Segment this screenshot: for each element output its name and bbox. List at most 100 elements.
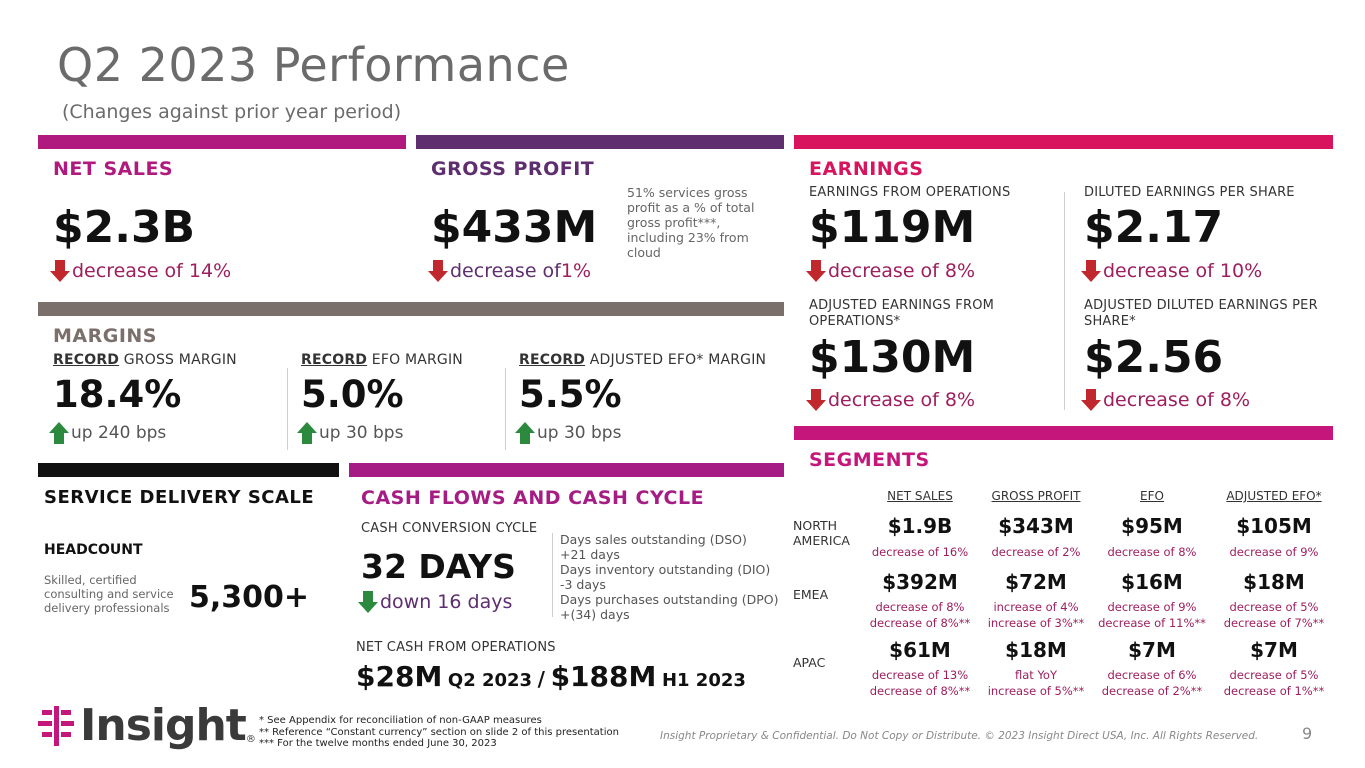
margin-divider-1 [287, 368, 288, 450]
seg-change: flat YoY increase of 5%** [974, 667, 1098, 699]
gross-profit-heading: GROSS PROFIT [431, 158, 595, 180]
seg-col-efo: EFO [1140, 489, 1164, 503]
net-sales-heading: NET SALES [53, 158, 174, 180]
adj-eps-change-text: decrease of 8% [1103, 389, 1251, 411]
service-heading: SERVICE DELIVERY SCALE [44, 487, 315, 508]
ncfo-h1-value: $188M [550, 660, 657, 693]
adj-eps-change: decrease of 8% [1081, 389, 1250, 411]
gross-profit-change-pct: 1% [560, 260, 592, 282]
gross-profit-change-text: decrease of [450, 260, 561, 282]
efo-label: EARNINGS FROM OPERATIONS [809, 185, 1011, 200]
efo-change: decrease of 8% [806, 260, 975, 282]
seg-value: $392M [882, 570, 958, 594]
headcount-value: 5,300+ [189, 580, 310, 615]
dpo-label: Days purchases outstanding (DPO) [560, 592, 779, 607]
up-arrow-icon [515, 422, 535, 444]
earnings-bar [794, 135, 1333, 149]
dso-value: +21 days [560, 547, 620, 562]
insight-logo-mark-icon [38, 705, 74, 746]
seg-change: decrease of 9% decrease of 11%** [1090, 599, 1214, 631]
margin-divider-2 [505, 368, 506, 450]
ncfo-q2-label: Q2 2023 [447, 670, 533, 691]
efo-margin-value: 5.0% [301, 373, 404, 416]
gross-margin-label: RECORD GROSS MARGIN [53, 352, 237, 368]
gross-profit-change: decrease of 1% [428, 260, 591, 282]
adj-efo-margin-change-text: up 30 bps [537, 423, 622, 443]
seg-region-apac: APAC [793, 655, 826, 670]
cash-bar [349, 463, 784, 477]
seg-change-cc: decrease of 1%** [1223, 684, 1325, 698]
margins-heading: MARGINS [53, 325, 157, 347]
seg-change-cc: decrease of 2%** [1101, 684, 1203, 698]
seg-region-emea: EMEA [793, 587, 829, 602]
efo-value: $119M [809, 202, 976, 253]
net-sales-change: decrease of 14% [50, 260, 231, 282]
footnote: *** For the twelve months ended June 30,… [259, 738, 497, 749]
ccc-change-text: down 16 days [380, 591, 513, 613]
seg-change: decrease of 2% [991, 545, 1081, 559]
seg-change: decrease of 8% decrease of 8%** [858, 599, 982, 631]
down-arrow-icon [1081, 260, 1101, 282]
insight-logo-text: Insight [80, 700, 247, 751]
seg-col-adj-efo: ADJUSTED EFO* [1226, 489, 1322, 503]
adj-efo-margin-label-text: ADJUSTED EFO* MARGIN [585, 352, 767, 368]
page-subtitle: (Changes against prior year period) [62, 101, 402, 123]
page-title: Q2 2023 Performance [57, 38, 570, 92]
seg-change-line: flat YoY [1014, 668, 1057, 682]
dpo-value: +(34) days [560, 607, 630, 622]
down-arrow-icon [50, 260, 70, 282]
seg-change-line: decrease of 6% [1107, 668, 1197, 682]
seg-change-cc: increase of 5%** [987, 684, 1085, 698]
seg-change: decrease of 8% [1107, 545, 1197, 559]
net-sales-value: $2.3B [53, 202, 196, 253]
adj-efo-margin-label: RECORD ADJUSTED EFO* MARGIN [519, 352, 766, 368]
headcount-note: Skilled, certified consulting and servic… [44, 573, 174, 615]
seg-value: $7M [1128, 638, 1176, 662]
net-sales-change-text: decrease of 14% [72, 260, 232, 282]
service-bar [38, 463, 339, 477]
eps-value: $2.17 [1084, 202, 1224, 253]
gross-margin-label-text: GROSS MARGIN [119, 352, 237, 368]
adj-efo-value: $130M [809, 332, 976, 383]
seg-change-line: increase of 4% [993, 600, 1079, 614]
seg-change: decrease of 13% decrease of 8%** [858, 667, 982, 699]
adj-eps-value: $2.56 [1084, 332, 1224, 383]
adj-efo-change: decrease of 8% [806, 389, 975, 411]
seg-value: $343M [998, 514, 1074, 538]
efo-margin-change: up 30 bps [297, 422, 403, 444]
cash-heading: CASH FLOWS AND CASH CYCLE [361, 487, 705, 509]
efo-margin-label: RECORD EFO MARGIN [301, 352, 463, 368]
footnote: * See Appendix for reconciliation of non… [259, 715, 542, 726]
seg-change-line: decrease of 8% [875, 600, 965, 614]
up-arrow-icon [49, 422, 69, 444]
efo-margin-label-text: EFO MARGIN [367, 352, 463, 368]
ncfo-h1-label: H1 2023 [661, 670, 746, 691]
segments-heading: SEGMENTS [809, 449, 930, 471]
seg-value: $105M [1236, 514, 1312, 538]
ncfo-values: $28M Q2 2023 / $188M H1 2023 [356, 660, 746, 693]
ccc-divider [552, 533, 553, 617]
seg-change-cc: decrease of 7%** [1223, 616, 1325, 630]
seg-change: decrease of 6% decrease of 2%** [1090, 667, 1214, 699]
earnings-divider [1064, 192, 1065, 410]
seg-change: decrease of 9% [1229, 545, 1319, 559]
down-arrow-icon [358, 591, 378, 613]
ccc-change: down 16 days [358, 591, 512, 613]
up-arrow-icon [297, 422, 317, 444]
seg-value: $16M [1121, 570, 1183, 594]
record-label: RECORD [301, 352, 368, 368]
gross-profit-note: 51% services gross profit as a % of tota… [627, 185, 755, 260]
dio-label: Days inventory outstanding (DIO) [560, 562, 771, 577]
eps-label: DILUTED EARNINGS PER SHARE [1084, 185, 1295, 200]
headcount-label: HEADCOUNT [44, 542, 143, 558]
net-sales-bar [38, 135, 406, 149]
seg-change: decrease of 16% [871, 545, 969, 559]
seg-value: $1.9B [887, 514, 953, 538]
earnings-heading: EARNINGS [809, 158, 924, 180]
down-arrow-icon [806, 260, 826, 282]
ncfo-label: NET CASH FROM OPERATIONS [356, 640, 556, 655]
ccc-value: 32 DAYS [361, 547, 516, 586]
seg-change-line: decrease of 9% [1107, 600, 1197, 614]
segments-bar [794, 426, 1333, 440]
insight-logo: Insight ® [38, 700, 256, 751]
